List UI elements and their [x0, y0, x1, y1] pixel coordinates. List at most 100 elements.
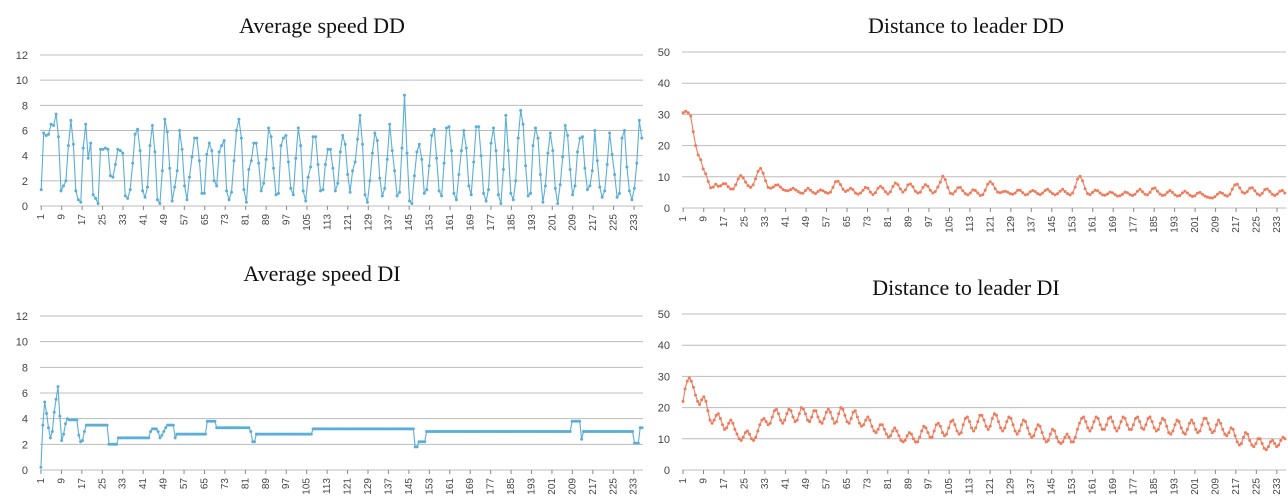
series-line [40, 95, 643, 206]
data-point [1048, 432, 1052, 436]
x-tick-label: 217 [588, 478, 599, 495]
data-point [257, 161, 261, 165]
data-point [1153, 186, 1157, 190]
data-point [1053, 193, 1057, 197]
data-point [511, 198, 515, 202]
data-point [946, 185, 950, 189]
data-point [1228, 192, 1232, 196]
data-point [50, 430, 54, 433]
data-point [906, 183, 910, 187]
x-tick-label: 145 [1047, 216, 1058, 233]
data-point [1086, 426, 1090, 430]
data-point [180, 147, 184, 151]
data-point [1256, 437, 1260, 441]
data-point [477, 125, 481, 129]
x-tick-label: 113 [965, 478, 976, 494]
data-point [1175, 194, 1179, 198]
y-tick-label: 10 [658, 172, 670, 184]
data-point [585, 188, 589, 192]
x-tick-label: 161 [445, 478, 456, 495]
data-point [210, 149, 214, 153]
data-point [1250, 186, 1254, 190]
data-point [847, 421, 851, 425]
data-point [1123, 190, 1127, 194]
data-point [563, 124, 567, 127]
data-point [1121, 192, 1124, 196]
data-point [143, 195, 147, 199]
data-point [924, 426, 928, 430]
data-point [1051, 427, 1054, 431]
data-point [714, 413, 718, 417]
y-tick-label: 10 [16, 337, 28, 349]
data-point [170, 199, 174, 203]
data-point [153, 150, 157, 154]
data-point [1138, 187, 1142, 191]
data-point [916, 440, 920, 444]
data-point [299, 144, 303, 148]
x-tick-label: 129 [363, 478, 374, 495]
data-point [519, 108, 523, 112]
data-point [1118, 194, 1122, 198]
data-point [791, 415, 795, 419]
data-point [568, 430, 572, 433]
data-point [1048, 190, 1052, 193]
data-point [1248, 438, 1252, 442]
data-point [911, 437, 915, 441]
x-tick-label: 129 [363, 214, 374, 231]
data-point [951, 192, 955, 196]
data-point [866, 415, 870, 419]
data-point [1258, 193, 1262, 197]
data-point [435, 156, 439, 160]
data-point [768, 421, 772, 425]
data-point [698, 403, 702, 406]
data-point [1268, 190, 1272, 193]
data-point [1178, 194, 1182, 197]
data-point [106, 147, 110, 151]
data-point [445, 126, 448, 130]
data-point [878, 184, 882, 188]
data-point [636, 441, 640, 445]
data-point [896, 183, 900, 187]
data-point [1265, 187, 1269, 191]
x-tick-label: 201 [1190, 478, 1201, 495]
data-point [794, 188, 798, 192]
data-point [749, 185, 753, 189]
data-point [77, 433, 81, 437]
x-tick-label: 49 [801, 216, 812, 228]
data-point [764, 420, 768, 424]
data-point [789, 409, 793, 413]
data-point [901, 190, 905, 194]
x-tick-label: 97 [924, 216, 935, 228]
data-point [766, 423, 770, 427]
data-point [323, 163, 327, 166]
data-point [771, 185, 775, 189]
data-point [746, 184, 750, 188]
data-point [774, 183, 778, 187]
data-point [499, 202, 503, 205]
data-point [1271, 438, 1274, 442]
data-point [831, 417, 834, 420]
data-point [1057, 440, 1061, 444]
data-point [197, 159, 201, 163]
data-point [613, 173, 617, 176]
data-point [1117, 426, 1121, 430]
data-point [447, 125, 451, 129]
x-tick-label: 49 [159, 478, 170, 490]
x-tick-label: 169 [465, 478, 476, 495]
data-point [928, 435, 932, 439]
data-point [516, 136, 520, 140]
data-point [1026, 426, 1030, 430]
data-point [729, 187, 733, 191]
data-point [711, 185, 715, 189]
data-point [903, 188, 907, 192]
data-point [831, 185, 835, 189]
data-point [356, 137, 360, 141]
data-point [81, 439, 84, 442]
data-point [242, 188, 246, 192]
data-point [1133, 192, 1137, 196]
data-point [731, 421, 735, 425]
data-point [1218, 190, 1222, 194]
data-point [1193, 194, 1197, 198]
y-tick-label: 8 [22, 100, 28, 112]
data-point [984, 424, 988, 428]
